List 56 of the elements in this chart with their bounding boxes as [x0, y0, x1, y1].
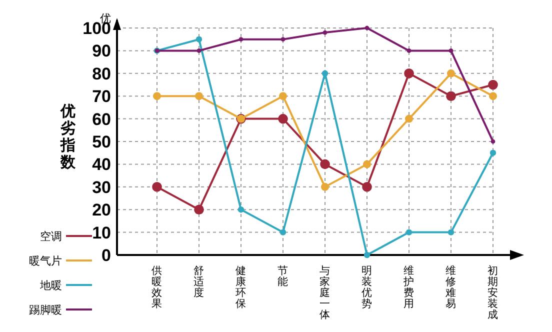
point: [280, 37, 286, 42]
point: [321, 182, 329, 191]
x-tick-label: 与家庭一体: [320, 264, 330, 321]
y-tick-label: 0: [102, 246, 111, 265]
point: [490, 150, 496, 156]
point: [405, 114, 413, 123]
point: [195, 92, 203, 100]
point: [320, 159, 330, 170]
y-tick-label: 90: [92, 42, 111, 61]
y-tick-label: 80: [92, 64, 111, 84]
point: [279, 92, 287, 100]
x-tick-label: 供暖效果: [152, 265, 162, 310]
point: [447, 69, 455, 78]
point: [363, 160, 371, 168]
y-tick-label: 50: [92, 132, 111, 152]
x-tick-label: 健康环保: [236, 265, 246, 310]
point: [322, 30, 328, 35]
legend-label: 踢脚暖: [29, 304, 62, 316]
point: [406, 48, 412, 53]
y-tick-label: 60: [92, 110, 111, 129]
point: [196, 48, 202, 53]
legend-label: 暖气片: [29, 254, 62, 268]
x-tick-label: 初期安装成: [488, 264, 498, 321]
y-axis-title: 优劣指数: [60, 102, 76, 171]
x-tick-label: 维护费用: [402, 264, 414, 310]
point: [446, 91, 456, 101]
point: [448, 229, 454, 236]
point: [194, 204, 204, 214]
point: [196, 36, 202, 42]
y-tick-label: 20: [92, 200, 111, 220]
point: [362, 182, 372, 192]
y-tick-label: 30: [92, 178, 111, 197]
point: [404, 68, 414, 78]
x-tick-label: 维修难易: [446, 264, 456, 310]
point: [322, 70, 328, 76]
point: [489, 92, 497, 100]
x-tick-label: 舒适度: [194, 265, 204, 299]
point: [490, 139, 496, 144]
point: [364, 252, 370, 258]
point: [280, 229, 286, 236]
legend-label: 空调: [40, 230, 62, 243]
x-tick-label: 明装优势: [362, 265, 372, 310]
point: [153, 92, 161, 100]
x-tick-label: 节能: [278, 264, 288, 288]
point: [364, 26, 370, 30]
y-tick-label: 70: [92, 87, 111, 106]
point: [238, 37, 244, 42]
y-tick-label: 40: [92, 155, 111, 174]
point: [238, 206, 244, 213]
point: [488, 80, 498, 90]
point: [448, 48, 454, 53]
point: [406, 229, 412, 236]
legend-label: 地暖: [39, 279, 62, 292]
point: [152, 182, 162, 192]
point: [278, 114, 288, 124]
y-tick-label: 10: [92, 223, 111, 242]
